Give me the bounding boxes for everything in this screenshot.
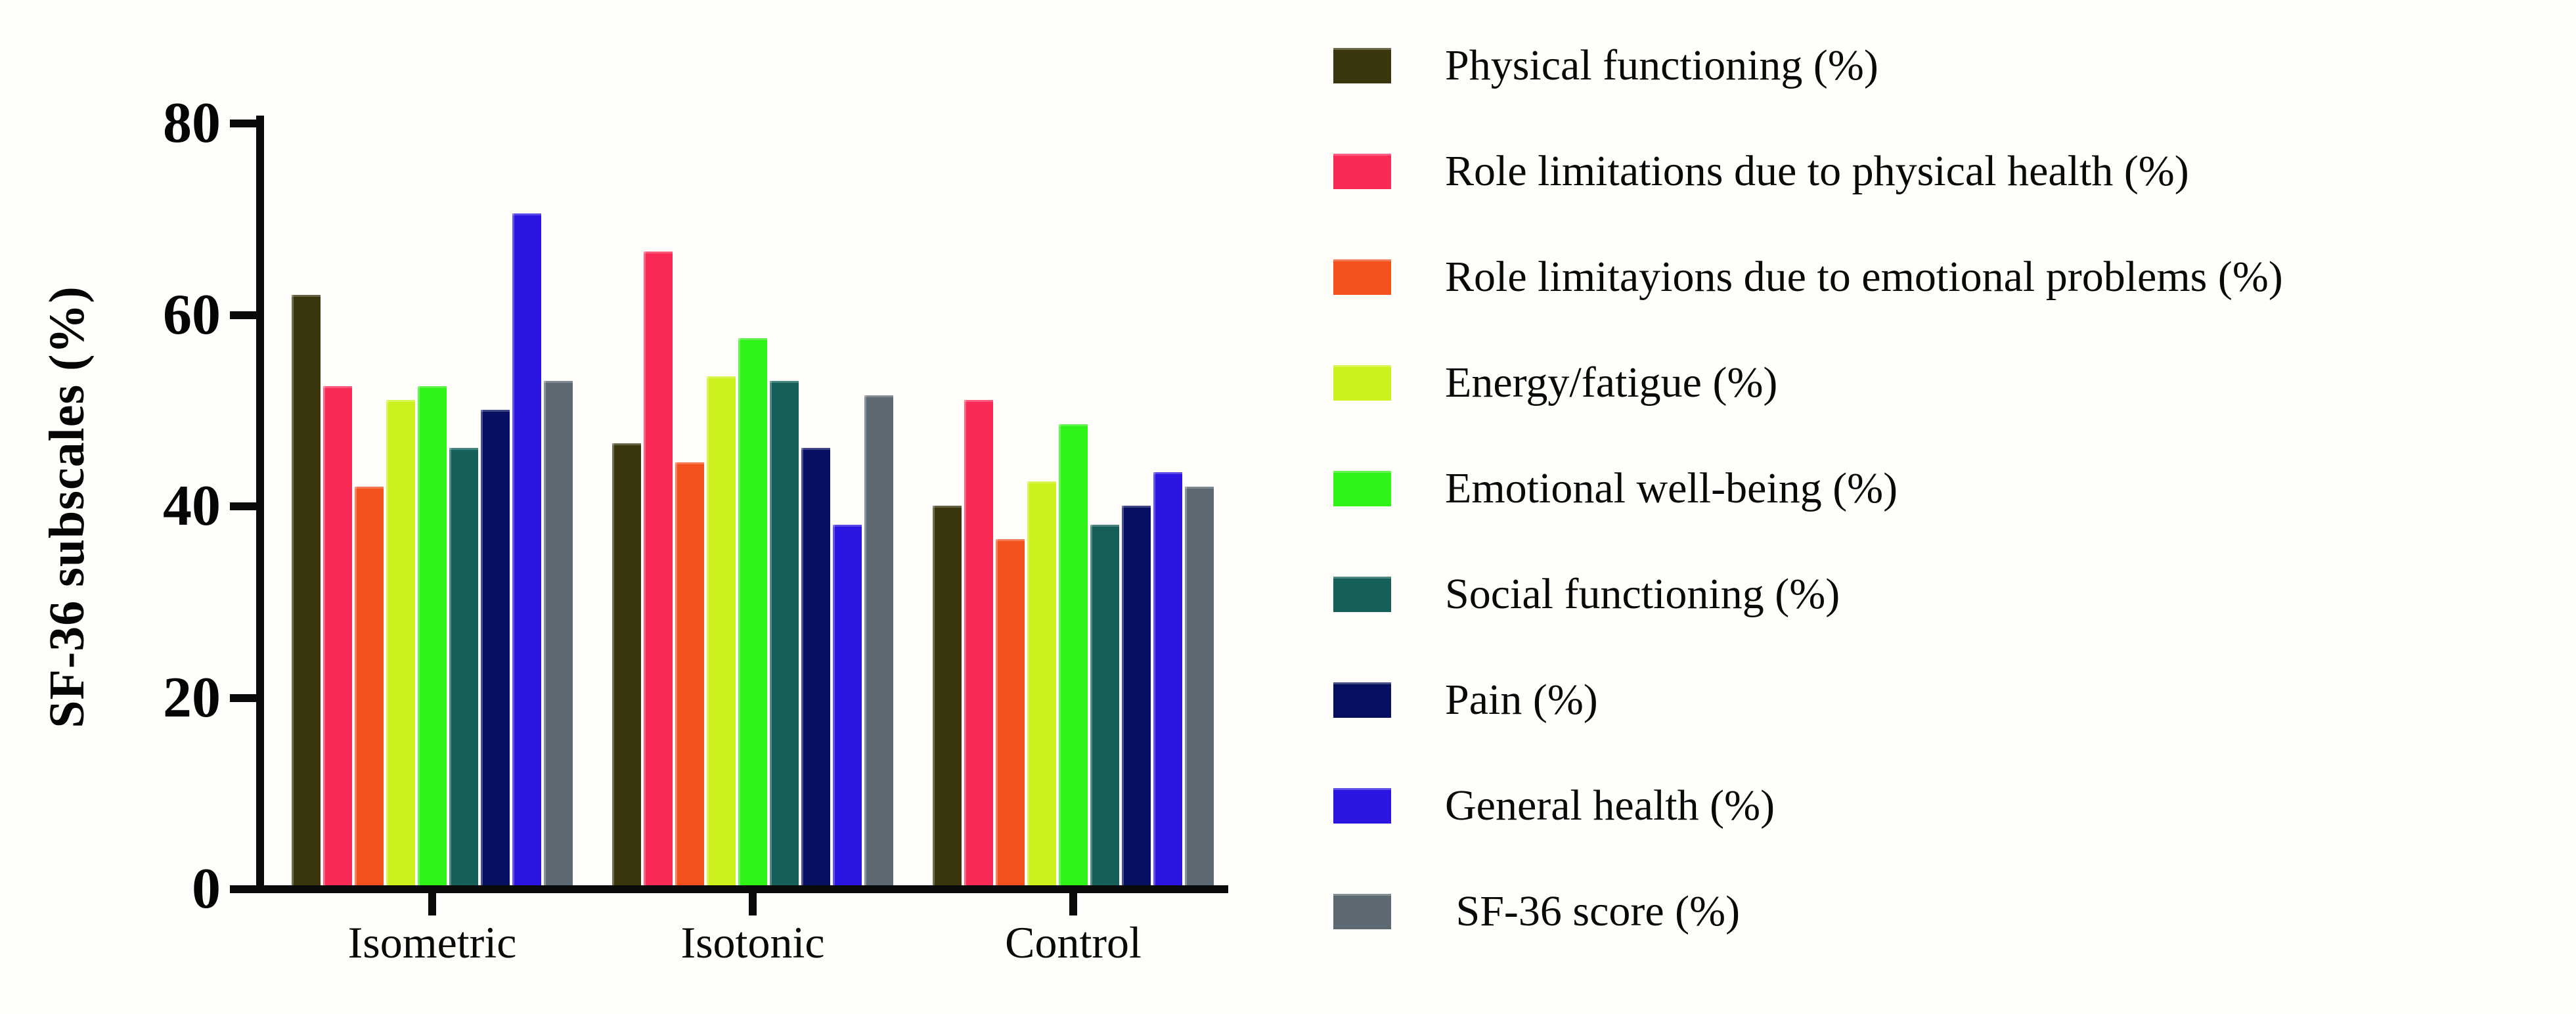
- legend-swatch-5: [1333, 471, 1391, 506]
- legend-swatch-7: [1333, 682, 1391, 718]
- bar-control-series-1: [933, 506, 962, 893]
- legend-label-5: Emotional well-being (%): [1445, 464, 1898, 512]
- legend-swatch-2: [1333, 154, 1391, 189]
- legend-swatch-9: [1333, 894, 1391, 929]
- legend-swatch-3: [1333, 259, 1391, 295]
- bar-isotonic-series-7: [801, 448, 830, 893]
- y-tick-label-20: 20: [163, 665, 221, 730]
- bar-isotonic-series-8: [833, 525, 862, 893]
- x-tick-isometric: [428, 893, 436, 915]
- legend-label-3: Role limitayions due to emotional proble…: [1445, 253, 2283, 301]
- x-axis-label-isometric: Isometric: [347, 917, 517, 967]
- legend-item-7: Pain (%): [1333, 678, 2283, 722]
- legend-item-4: Energy/fatigue (%): [1333, 361, 2283, 405]
- legend-swatch-1: [1333, 48, 1391, 83]
- bar-isometric-series-1: [292, 295, 321, 893]
- y-tick-label-80: 80: [163, 91, 221, 155]
- bar-isometric-series-7: [481, 410, 510, 893]
- bar-isometric-series-9: [544, 381, 573, 893]
- legend-label-6: Social functioning (%): [1445, 570, 1840, 618]
- legend-item-8: General health (%): [1333, 784, 2283, 827]
- x-axis-line: [256, 885, 1228, 893]
- bar-isotonic-series-6: [770, 381, 799, 893]
- legend-label-4: Energy/fatigue (%): [1445, 359, 1778, 407]
- x-axis-label-control: Control: [1005, 917, 1142, 967]
- legend-item-9: SF-36 score (%): [1333, 890, 2283, 933]
- legend-item-3: Role limitayions due to emotional proble…: [1333, 255, 2283, 299]
- legend-label-9: SF-36 score (%): [1445, 887, 1741, 935]
- bar-isometric-series-5: [418, 386, 447, 893]
- bar-control-series-4: [1027, 481, 1056, 893]
- bar-isometric-series-8: [512, 213, 541, 893]
- legend-swatch-6: [1333, 577, 1391, 612]
- legend-item-5: Emotional well-being (%): [1333, 467, 2283, 510]
- bar-control-series-5: [1059, 424, 1088, 893]
- bar-isometric-series-6: [449, 448, 478, 893]
- bar-isometric-series-4: [386, 400, 415, 893]
- y-tick-80: [230, 120, 256, 127]
- legend: Physical functioning (%) Role limitations…: [1333, 44, 2283, 933]
- bar-isotonic-series-1: [612, 443, 641, 893]
- bar-isometric-series-3: [355, 487, 384, 893]
- x-axis-label-isotonic: Isotonic: [680, 917, 825, 967]
- y-tick-label-0: 0: [192, 857, 221, 921]
- bar-group-isotonic: [612, 121, 893, 893]
- y-tick-20: [230, 694, 256, 702]
- legend-item-1: Physical functioning (%): [1333, 44, 2283, 87]
- legend-label-7: Pain (%): [1445, 676, 1598, 724]
- bar-isotonic-series-9: [864, 395, 893, 893]
- bar-control-series-6: [1090, 525, 1119, 893]
- y-tick-60: [230, 311, 256, 319]
- bar-isotonic-series-4: [707, 376, 736, 893]
- bar-control-series-9: [1185, 487, 1214, 893]
- legend-item-2: Role limitations due to physical health …: [1333, 150, 2283, 193]
- bar-control-series-8: [1153, 472, 1182, 893]
- y-tick-label-40: 40: [163, 474, 221, 538]
- y-tick-40: [230, 502, 256, 510]
- legend-label-8: General health (%): [1445, 782, 1775, 829]
- bar-control-series-3: [996, 539, 1025, 893]
- legend-swatch-8: [1333, 788, 1391, 824]
- bar-isotonic-series-3: [675, 462, 704, 893]
- y-tick-0: [230, 885, 256, 893]
- legend-label-1: Physical functioning (%): [1445, 41, 1878, 89]
- legend-label-2: Role limitations due to physical health …: [1445, 147, 2189, 195]
- x-tick-isotonic: [749, 893, 757, 915]
- bar-isometric-series-2: [323, 386, 352, 893]
- bar-isotonic-series-2: [644, 252, 673, 893]
- bar-control-series-2: [964, 400, 993, 893]
- y-axis-line: [256, 116, 264, 893]
- x-tick-control: [1069, 893, 1077, 915]
- bar-isotonic-series-5: [738, 338, 767, 893]
- legend-item-6: Social functioning (%): [1333, 573, 2283, 616]
- bar-group-isometric: [292, 121, 573, 893]
- bar-group-control: [933, 121, 1214, 893]
- y-tick-label-60: 60: [163, 282, 221, 347]
- legend-swatch-4: [1333, 365, 1391, 401]
- bar-control-series-7: [1122, 506, 1151, 893]
